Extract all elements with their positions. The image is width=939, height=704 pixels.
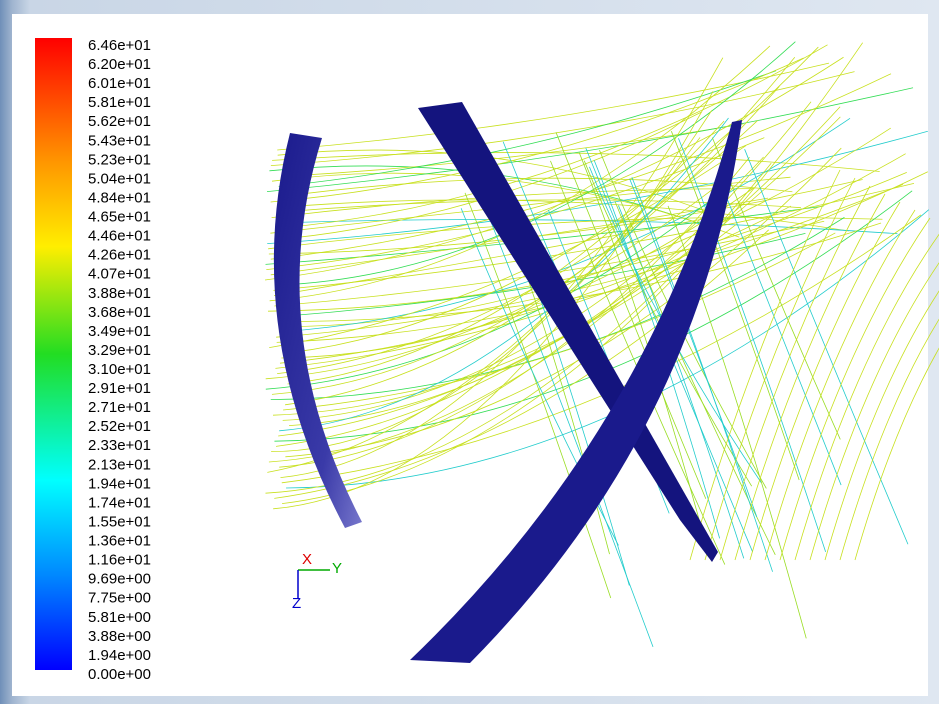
colorbar-labels: 6.46e+01 6.20e+01 6.01e+01 5.81e+01 5.62e+01…: [88, 37, 151, 683]
colorbar-label: 1.55e+01: [88, 513, 151, 530]
colorbar-label: 3.68e+01: [88, 304, 151, 321]
colorbar-label: 6.20e+01: [88, 56, 151, 73]
axis-label: X: [302, 551, 312, 568]
streamline: [795, 226, 939, 560]
colorbar-label: 5.43e+01: [88, 132, 151, 149]
colorbar-label: 5.62e+01: [88, 113, 151, 130]
streamline: [279, 71, 776, 187]
colorbar-label: 1.16e+01: [88, 552, 151, 569]
scene: X Y Z 6.46e+01 6.20e+01 6.01e+01 5.81e+01 5.…: [0, 0, 939, 704]
streamline: [705, 178, 855, 560]
colorbar-label: 1.36e+01: [88, 533, 151, 550]
streamline: [745, 149, 908, 544]
colorbar-label: 4.84e+01: [88, 189, 151, 206]
colorbar-label: 7.75e+00: [88, 590, 151, 607]
colorbar-label: 3.88e+01: [88, 285, 151, 302]
colorbar-label: 1.94e+01: [88, 475, 151, 492]
axis-label: Y: [332, 560, 342, 577]
colorbar-label: 1.94e+00: [88, 647, 151, 664]
colorbar-label: 5.81e+00: [88, 609, 151, 626]
viewer-frame: X Y Z 6.46e+01 6.20e+01 6.01e+01 5.81e+01 5.…: [0, 0, 939, 704]
colorbar-label: 6.01e+01: [88, 75, 151, 92]
colorbar-label: 0.00e+00: [88, 666, 151, 683]
colorbar-label: 2.33e+01: [88, 437, 151, 454]
streamlines: [265, 42, 939, 647]
colorbar-label: 4.07e+01: [88, 266, 151, 283]
colorbar-label: 9.69e+00: [88, 571, 151, 588]
colorbar-label: 2.71e+01: [88, 399, 151, 416]
streamline: [810, 234, 939, 560]
colorbar-label: 4.26e+01: [88, 247, 151, 264]
streamline: [269, 180, 863, 254]
colorbar-label: 2.91e+01: [88, 380, 151, 397]
colorbar-label: 5.04e+01: [88, 170, 151, 187]
streamline: [271, 74, 891, 259]
colorbar-label: 2.13e+01: [88, 456, 151, 473]
streamline: [281, 45, 828, 228]
colorbar-label: 4.65e+01: [88, 209, 151, 226]
colorbar-label: 6.46e+01: [88, 37, 151, 54]
colorbar: [35, 38, 72, 670]
streamline: [840, 250, 939, 560]
streamline: [855, 258, 939, 560]
axis-label: Z: [292, 595, 301, 612]
colorbar-label: 3.10e+01: [88, 361, 151, 378]
colorbar-label: 2.52e+01: [88, 418, 151, 435]
colorbar-label: 4.46e+01: [88, 228, 151, 245]
colorbar-label: 5.23e+01: [88, 151, 151, 168]
colorbar-label: 5.81e+01: [88, 94, 151, 111]
colorbar-label: 1.74e+01: [88, 494, 151, 511]
colorbar-label: 3.49e+01: [88, 323, 151, 340]
axis-triad: X Y Z: [292, 551, 342, 612]
colorbar-label: 3.88e+00: [88, 628, 151, 645]
colorbar-label: 3.29e+01: [88, 342, 151, 359]
